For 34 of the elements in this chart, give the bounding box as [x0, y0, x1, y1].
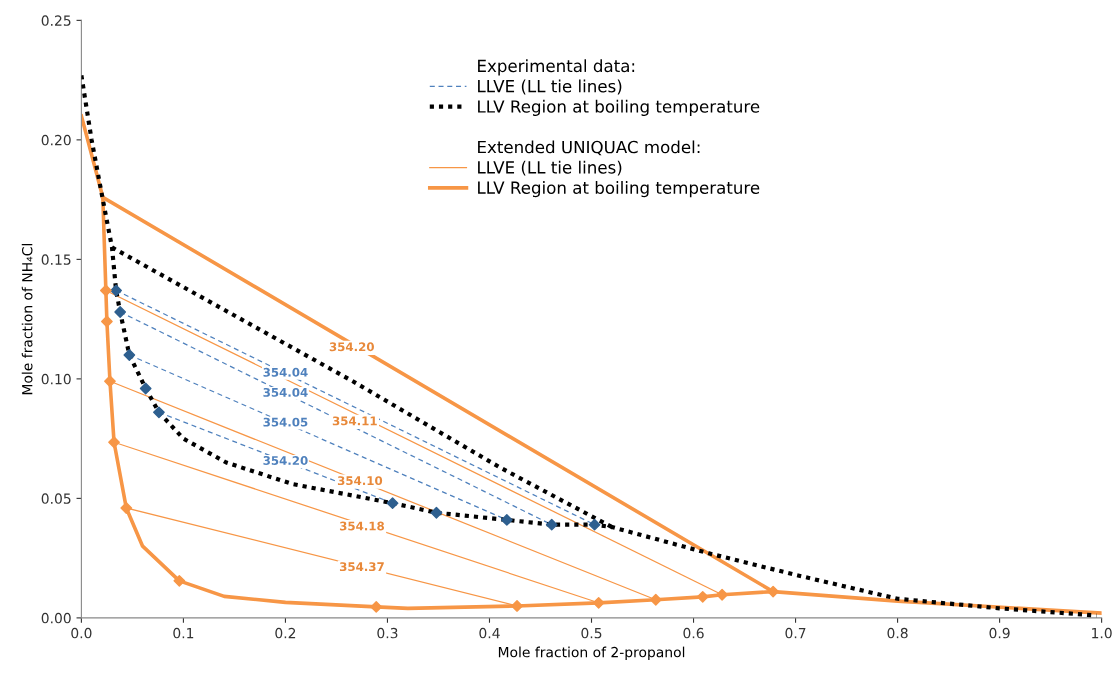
x-tick-label: 0.5	[581, 627, 602, 639]
x-tick-label: 0.0	[71, 627, 92, 639]
y-tick-label: 0.00	[41, 612, 71, 624]
annotation: Experimental data:	[478, 59, 635, 76]
annotation: 354.04	[263, 367, 308, 377]
x-tick-label: 0.2	[275, 627, 296, 639]
legend-label: LLVE (LL tie lines)	[478, 79, 622, 95]
annotation: 354.04	[263, 387, 308, 397]
x-axis-title: Mole fraction of 2-propanol	[498, 646, 685, 661]
annotation: 354.11	[332, 416, 377, 426]
y-tick-label: 0.15	[41, 254, 71, 265]
y-axis-title: Mole fraction of NH₄Cl	[21, 244, 33, 395]
annotation: 354.20	[329, 342, 374, 352]
x-tick-label: 0.7	[785, 627, 806, 639]
y-tick-label: 0.25	[41, 15, 71, 26]
annotation: 354.10	[337, 476, 383, 486]
x-tick-label: 1.0	[1092, 627, 1112, 639]
annotation: 354.20	[263, 456, 308, 465]
annotation: 354.18	[339, 521, 384, 531]
legend-label: LLV Region at boiling temperature	[478, 181, 760, 198]
x-tick-label: 0.6	[683, 627, 704, 639]
x-tick-label: 0.4	[479, 627, 500, 639]
x-tick-label: 0.1	[173, 627, 194, 639]
annotation: Extended UNIQUAC model:	[478, 140, 700, 156]
y-tick-label: 0.10	[41, 373, 71, 385]
annotation: 354.37	[339, 562, 384, 572]
legend-label: LLV Region at boiling temperature	[478, 99, 760, 116]
x-tick-label: 0.8	[887, 627, 908, 639]
x-tick-label: 0.9	[989, 627, 1010, 639]
annotation: 354.05	[263, 417, 308, 427]
y-tick-label: 0.20	[41, 134, 71, 146]
x-tick-label: 0.3	[377, 627, 398, 639]
legend-label: LLVE (LL tie lines)	[478, 160, 622, 176]
y-tick-label: 0.05	[41, 493, 71, 504]
